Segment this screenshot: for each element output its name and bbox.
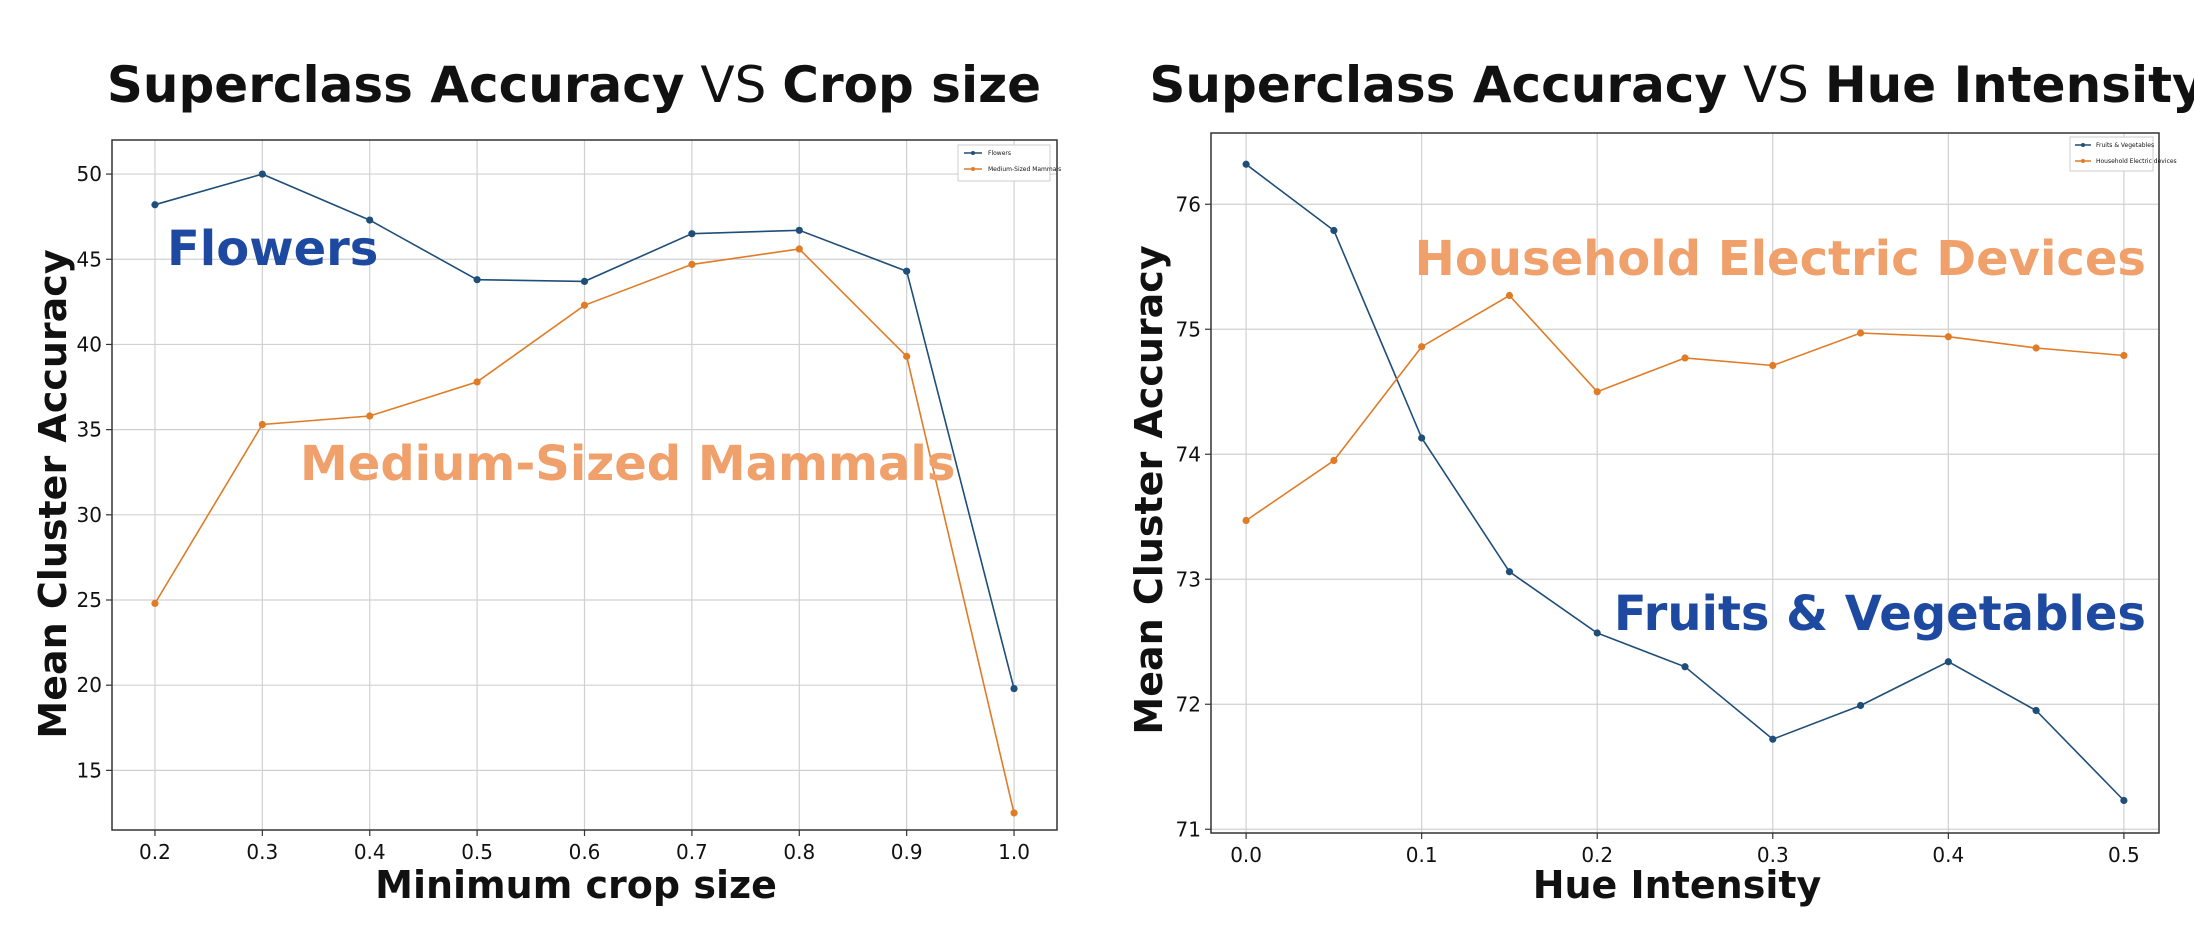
chart-2-title: Superclass Accuracy VS Hue Intensity (1149, 56, 2194, 114)
chart-2-data-point (1944, 333, 1952, 341)
chart-2-x-tick-label: 0.4 (1932, 843, 1964, 867)
chart-2-data-point (1681, 354, 1689, 362)
chart-2-x-tick-label: 0.2 (1581, 843, 1613, 867)
chart-2-data-point (1242, 160, 1250, 168)
chart-2-data-point (1330, 226, 1338, 235)
chart-2-data-point (1769, 361, 1777, 370)
chart-1-x-tick-label: 0.4 (354, 840, 386, 864)
chart-1-data-point (903, 267, 911, 275)
chart-1-y-axis-label: Mean Cluster Accuracy (31, 249, 75, 738)
chart-hue-intensity: Superclass Accuracy VS Hue Intensity Hue… (1127, 56, 2194, 907)
chart-1-y-tick-label: 30 (77, 503, 102, 527)
chart-2-y-tick-label: 75 (1176, 317, 1201, 341)
chart-1-data-point (366, 412, 374, 420)
chart-2-data-point (1242, 516, 1250, 525)
chart-1-x-tick-label: 0.6 (569, 840, 601, 864)
chart-1-x-tick-label: 0.5 (461, 840, 493, 864)
chart-1-data-point (258, 170, 266, 178)
chart-2-data-point (2032, 344, 2040, 352)
chart-2-data-point (2032, 706, 2040, 715)
chart-2-ticks: 0.0 0.1 0.2 0.3 0.4 0.5 71 72 73 74 75 76 (1176, 192, 2140, 867)
chart-2-x-tick-label: 0.3 (1757, 843, 1789, 867)
chart-2-y-tick-label: 72 (1176, 692, 1201, 716)
chart-2-data-point (1769, 735, 1777, 743)
chart-1-data-point (366, 216, 374, 224)
chart-1-series (151, 170, 1018, 817)
chart-1-y-tick-label: 45 (77, 247, 102, 271)
chart-2-y-tick-label: 71 (1176, 817, 1201, 841)
chart-2-data-point (1944, 658, 1952, 666)
chart-2-series (1242, 160, 2128, 805)
chart-2-x-tick-label: 0.5 (2108, 843, 2140, 867)
chart-2-data-point (2120, 796, 2128, 805)
chart-1-annotation-flowers: Flowers (167, 221, 378, 277)
chart-1-data-point (258, 420, 266, 429)
chart-2-x-tick-label: 0.1 (1406, 843, 1438, 867)
chart-2-y-tick-label: 76 (1176, 192, 1201, 216)
chart-2-data-point (1681, 663, 1689, 671)
chart-2-annotation-fruits: Fruits & Vegetables (1614, 586, 2146, 642)
chart-1-plot-frame (111, 139, 1058, 831)
chart-1-data-point (1010, 684, 1018, 693)
chart-2-data-point (1593, 388, 1601, 396)
chart-1-x-tick-label: 0.9 (891, 840, 923, 864)
chart-1-y-tick-label: 50 (77, 162, 102, 186)
chart-2-x-tick-label: 0.0 (1230, 843, 1262, 867)
chart-1-data-point (151, 599, 159, 608)
chart-2-x-axis-label: Hue Intensity (1533, 863, 1822, 907)
chart-crop-size: Superclass Accuracy VS Crop size Minimum… (31, 56, 1061, 907)
chart-2-annotation-household: Household Electric Devices (1415, 231, 2146, 287)
chart-2-data-point (1856, 701, 1865, 710)
chart-2-legend-household: Household Electric devices (2096, 158, 2177, 165)
chart-1-data-point (688, 260, 696, 268)
chart-1-legend: Flowers Medium-Sized Mammals (957, 144, 1061, 182)
chart-1-y-tick-label: 20 (77, 673, 102, 697)
chart-1-x-tick-label: 0.2 (139, 840, 171, 864)
chart-2-y-tick-label: 73 (1176, 567, 1201, 591)
chart-2-data-point (2120, 351, 2128, 360)
chart-1-data-point (688, 230, 696, 238)
chart-2-y-axis-label: Mean Cluster Accuracy (1127, 245, 1171, 734)
chart-2-legend: Fruits & Vegetables Household Electric d… (2069, 136, 2177, 172)
chart-1-data-point (151, 201, 159, 209)
chart-2-plot-frame (1210, 132, 2160, 834)
chart-2-data-point (1593, 629, 1601, 637)
chart-1-data-point (903, 352, 911, 360)
chart-1-data-point (795, 226, 803, 234)
chart-1-x-axis-label: Minimum crop size (375, 863, 777, 907)
chart-1-x-tick-label: 1.0 (998, 840, 1030, 864)
chart-1-legend-flowers: Flowers (988, 150, 1011, 157)
chart-1-data-point (580, 301, 589, 309)
chart-1-grid (112, 140, 1057, 830)
chart-1-data-point (1010, 809, 1018, 817)
chart-2-data-point (1418, 343, 1426, 351)
chart-2-legend-fruits: Fruits & Vegetables (2096, 142, 2154, 149)
chart-1-data-point (473, 276, 481, 284)
chart-1-title: Superclass Accuracy VS Crop size (107, 56, 1041, 114)
chart-1-annotation-mammals: Medium-Sized Mammals (300, 436, 955, 492)
chart-1-y-tick-label: 40 (77, 332, 102, 356)
chart-1-data-point (473, 378, 481, 386)
chart-1-data-point (795, 245, 803, 253)
chart-2-data-point (1505, 568, 1514, 576)
chart-2-data-point (1330, 456, 1338, 465)
chart-2-data-point (1856, 329, 1865, 337)
chart-2-data-point (1505, 291, 1514, 300)
chart-1-x-tick-label: 0.3 (246, 840, 278, 864)
chart-1-y-tick-label: 15 (77, 758, 102, 782)
chart-2-y-tick-label: 74 (1176, 442, 1201, 466)
chart-1-x-tick-label: 0.7 (676, 840, 708, 864)
chart-2-data-point (1418, 434, 1426, 442)
chart-1-ticks: 0.2 0.3 0.4 0.5 0.6 0.7 0.8 0.9 1.0 15 20 25 30 35 40 4… (77, 162, 1030, 864)
chart-1-legend-mammals: Medium-Sized Mammals (988, 166, 1061, 173)
chart-1-x-tick-label: 0.8 (783, 840, 815, 864)
chart-1-y-tick-label: 25 (77, 588, 102, 612)
chart-2-grid (1211, 133, 2159, 833)
chart-1-y-tick-label: 35 (77, 418, 102, 442)
chart-1-data-point (580, 277, 589, 286)
